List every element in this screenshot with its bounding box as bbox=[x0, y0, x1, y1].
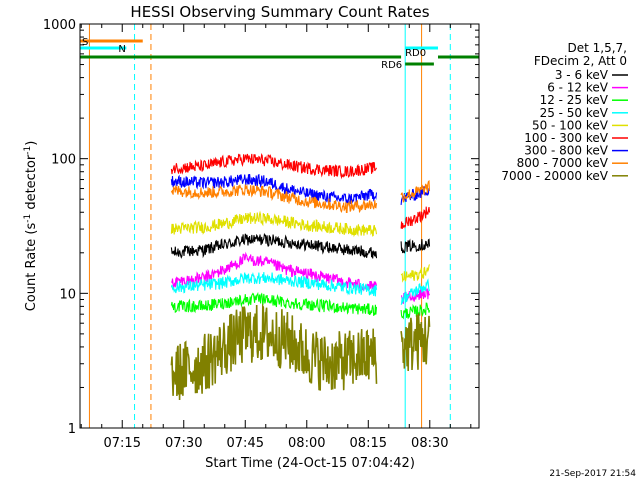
series-line-50-100-kev bbox=[170, 210, 431, 283]
y-axis-label: Count Rate (s-1 detector-1) bbox=[23, 141, 39, 312]
y-axis: 1 10 100 1000 bbox=[43, 18, 479, 437]
chart-title: HESSI Observing Summary Count Rates bbox=[130, 3, 429, 21]
series-line-12-25-kev bbox=[170, 291, 431, 320]
y-tick-label: 10 bbox=[59, 287, 76, 302]
legend-label-100-300-kev: 100 - 300 keV bbox=[524, 131, 608, 145]
legend-label-3-6-kev: 3 - 6 keV bbox=[555, 68, 609, 82]
x-axis: 07:15 07:30 07:45 08:00 08:15 08:30 bbox=[80, 24, 472, 451]
series-lines bbox=[170, 153, 431, 401]
x-tick-label: 07:45 bbox=[227, 436, 264, 451]
legend-label-6-12-kev: 6 - 12 keV bbox=[547, 81, 609, 95]
x-tick-label: 08:30 bbox=[411, 436, 448, 451]
x-tick-label: 08:00 bbox=[288, 436, 325, 451]
series-line-25-50-kev bbox=[170, 272, 431, 305]
legend-label-50-100-kev: 50 - 100 keV bbox=[532, 118, 609, 132]
flag-label-s: S bbox=[82, 37, 88, 48]
flag-label-n: N bbox=[118, 44, 125, 55]
legend-label-12-25-kev: 12 - 25 keV bbox=[540, 93, 609, 107]
y-axis-label-part2: detector bbox=[24, 154, 39, 214]
series-line-7000-20000-kev bbox=[170, 303, 431, 401]
flag-label-rd0: RD0 bbox=[405, 48, 426, 59]
footer-timestamp: 21-Sep-2017 21:54 bbox=[549, 469, 636, 479]
legend-header-line2: FDecim 2, Att 0 bbox=[534, 54, 627, 68]
x-tick-label: 08:15 bbox=[350, 436, 387, 451]
x-axis-label: Start Time (24-Oct-15 07:04:42) bbox=[205, 456, 415, 471]
series-line-100-300-kev bbox=[170, 153, 431, 229]
x-tick-label: 07:15 bbox=[104, 436, 141, 451]
y-axis-label-part3: ) bbox=[24, 141, 39, 146]
y-tick-label: 1 bbox=[68, 422, 76, 437]
series-line-300-800-kev bbox=[170, 173, 431, 205]
series-line-800-7000-kev bbox=[170, 179, 431, 214]
y-axis-label-sup1: -1 bbox=[23, 214, 33, 223]
series-line-3-6-kev bbox=[170, 232, 431, 259]
plot-frame bbox=[79, 23, 480, 429]
x-tick-label: 07:30 bbox=[165, 436, 202, 451]
y-axis-label-part1: Count Rate (s bbox=[24, 223, 39, 312]
y-axis-label-sup2: -1 bbox=[23, 146, 33, 155]
y-tick-label: 1000 bbox=[43, 18, 76, 33]
legend-label-300-800-kev: 300 - 800 keV bbox=[524, 144, 608, 158]
legend-label-25-50-kev: 25 - 50 keV bbox=[540, 106, 609, 120]
legend-label-7000-20000-kev: 7000 - 20000 keV bbox=[501, 169, 608, 183]
legend-header-line1: Det 1,5,7, bbox=[568, 41, 628, 55]
y-tick-label: 100 bbox=[51, 153, 76, 168]
legend-label-800-7000-kev: 800 - 7000 keV bbox=[517, 156, 609, 170]
flag-label-rd6: RD6 bbox=[381, 60, 402, 71]
